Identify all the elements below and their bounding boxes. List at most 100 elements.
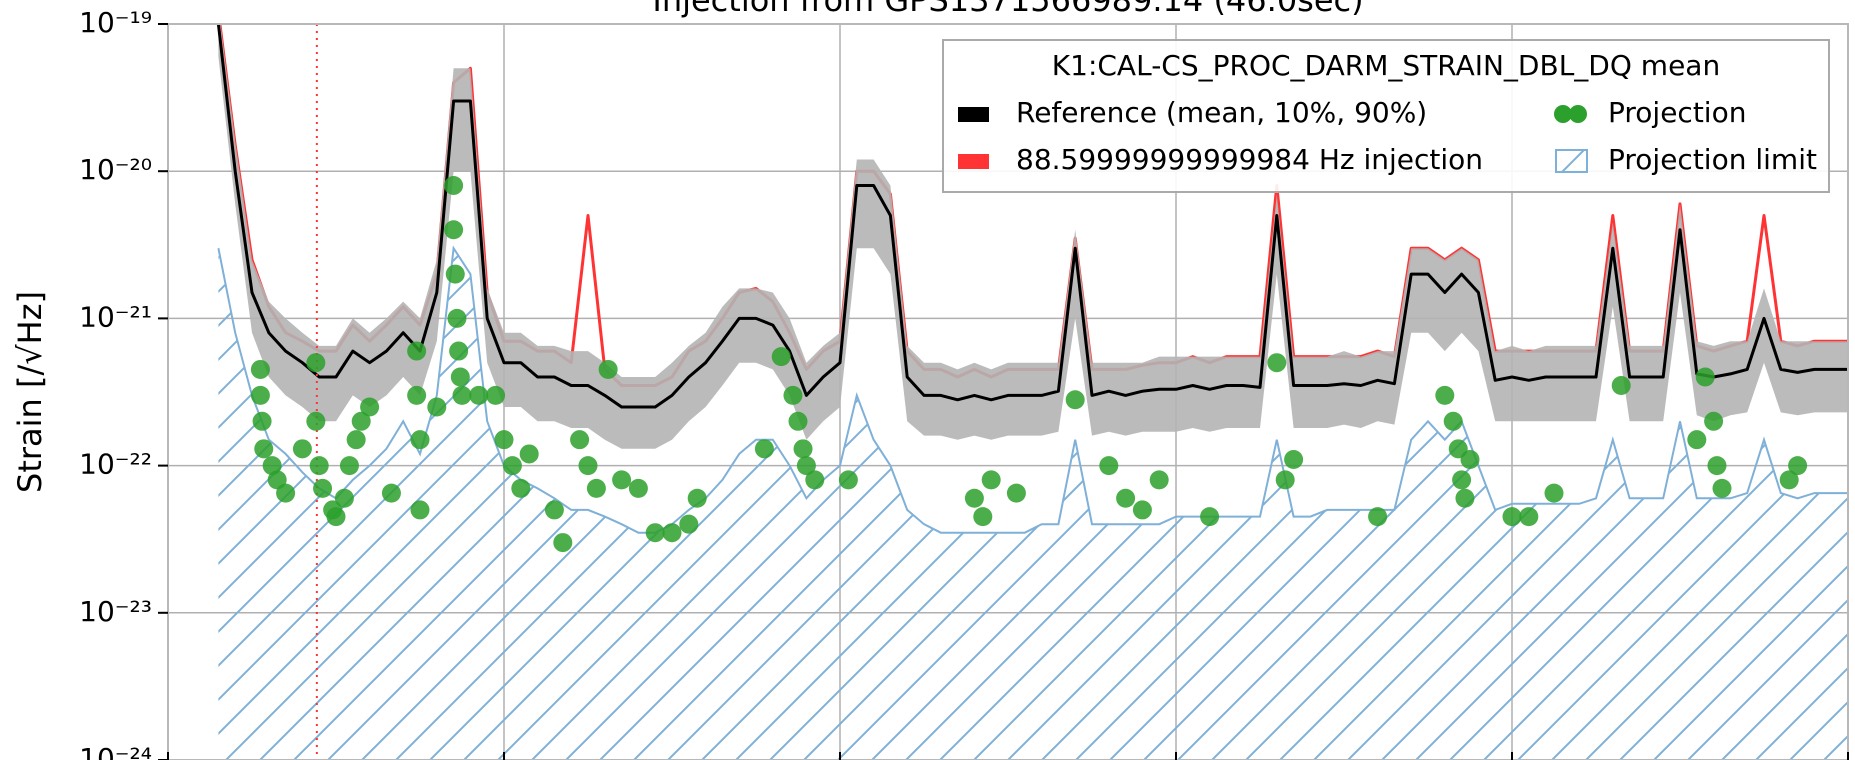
point	[662, 523, 682, 543]
point	[250, 359, 270, 379]
point	[334, 488, 354, 508]
point	[1779, 470, 1799, 490]
y-tick-label: 10⁻²⁰	[79, 153, 152, 186]
point	[450, 367, 470, 387]
point	[445, 264, 465, 284]
point	[598, 359, 618, 379]
y-tick-label: 10⁻²³	[79, 595, 152, 628]
point	[346, 430, 366, 450]
point	[410, 430, 430, 450]
point	[1611, 376, 1631, 396]
legend-box	[942, 39, 1830, 193]
point	[1788, 456, 1808, 476]
point	[679, 514, 699, 534]
point	[309, 456, 329, 476]
point	[645, 523, 665, 543]
axes: 10⁻²⁴ 10⁻²³ 10⁻²² 10⁻²¹ 10⁻²⁰ 10⁻¹⁹	[79, 6, 1849, 760]
legend-label: Projection	[1608, 96, 1746, 129]
point	[254, 439, 274, 459]
y-tick-label: 10⁻²¹	[79, 300, 152, 333]
point	[544, 500, 564, 520]
area	[218, 248, 1848, 760]
point	[1435, 385, 1455, 405]
point	[1065, 390, 1085, 410]
plot-frame	[167, 23, 1849, 760]
point	[788, 411, 808, 431]
point	[326, 507, 346, 527]
point	[502, 456, 522, 476]
legend-swatch	[1555, 149, 1588, 173]
point	[964, 488, 984, 508]
point	[381, 483, 401, 503]
point	[410, 500, 430, 520]
point	[1712, 478, 1732, 498]
point	[1544, 483, 1564, 503]
point	[252, 411, 272, 431]
legend-label: Projection limit	[1608, 143, 1817, 176]
percentile-band	[218, 24, 1848, 449]
point	[469, 385, 489, 405]
point	[444, 175, 464, 195]
line	[216, 24, 1848, 409]
point	[292, 439, 312, 459]
point	[783, 385, 803, 405]
point	[1704, 411, 1724, 431]
y-tick-label: 10⁻²²	[79, 448, 152, 481]
point	[1368, 507, 1388, 527]
point	[407, 385, 427, 405]
point	[1275, 470, 1295, 490]
point	[1455, 488, 1475, 508]
point	[276, 483, 296, 503]
point	[447, 308, 467, 328]
point	[586, 478, 606, 498]
legend-title: K1:CAL-CS_PROC_DARM_STRAIN_DBL_DQ mean	[1052, 49, 1720, 82]
point	[973, 507, 993, 527]
point	[1006, 483, 1026, 503]
point	[687, 488, 707, 508]
point	[351, 411, 371, 431]
point	[553, 533, 573, 553]
point	[1687, 430, 1707, 450]
area-edge	[217, 245, 1848, 534]
point	[1707, 456, 1727, 476]
point	[1267, 353, 1287, 373]
y-tick-label: 10⁻¹⁹	[79, 6, 152, 39]
y-axis-label: Strain [/√Hz]	[11, 291, 49, 493]
legend-label: 88.59999999999984 Hz injection	[1016, 143, 1483, 176]
y-tick-label: 10⁻²⁴	[79, 742, 152, 760]
point	[494, 430, 514, 450]
point	[1443, 411, 1463, 431]
point	[519, 444, 539, 464]
point	[1460, 450, 1480, 470]
point	[407, 341, 427, 361]
point	[1452, 470, 1472, 490]
point	[1502, 507, 1522, 527]
chart-title: Injection from GPS1371566989.14 (46.0sec…	[652, 0, 1363, 19]
point	[754, 439, 774, 459]
point	[1200, 507, 1220, 527]
point	[486, 385, 506, 405]
point	[306, 353, 326, 373]
point	[628, 478, 648, 498]
legend: K1:CAL-CS_PROC_DARM_STRAIN_DBL_DQ mean R…	[942, 39, 1830, 193]
plot-area	[216, 24, 1848, 760]
point	[612, 470, 632, 490]
legend-label: Reference (mean, 10%, 90%)	[1016, 96, 1427, 129]
point	[1099, 456, 1119, 476]
point	[250, 385, 270, 405]
legend-swatch	[1569, 105, 1587, 123]
legend-swatch	[1554, 105, 1572, 123]
point	[805, 470, 825, 490]
point	[313, 478, 333, 498]
point	[981, 470, 1001, 490]
point	[1519, 507, 1539, 527]
point	[793, 439, 813, 459]
point	[427, 397, 447, 417]
legend-swatch	[958, 154, 989, 169]
point	[360, 397, 380, 417]
point	[771, 347, 791, 367]
point	[570, 430, 590, 450]
point	[796, 456, 816, 476]
point	[511, 478, 531, 498]
